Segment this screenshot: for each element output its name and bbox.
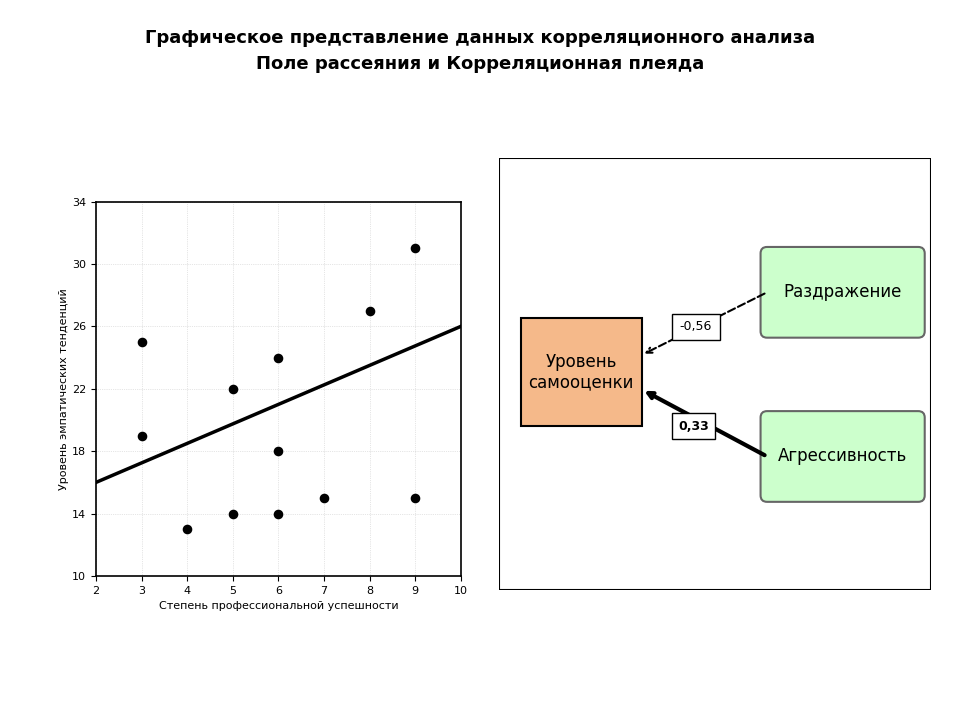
- Point: [362, 305, 377, 317]
- FancyBboxPatch shape: [760, 247, 924, 338]
- FancyBboxPatch shape: [672, 314, 720, 340]
- Point: [225, 508, 240, 519]
- Point: [133, 336, 150, 348]
- FancyBboxPatch shape: [521, 318, 641, 426]
- Point: [316, 492, 331, 504]
- Text: 0,33: 0,33: [678, 420, 709, 433]
- Point: [271, 508, 286, 519]
- X-axis label: Степень профессиональной успешности: Степень профессиональной успешности: [158, 601, 398, 611]
- Text: Графическое представление данных корреляционного анализа
Поле рассеяния и Коррел: Графическое представление данных корреля…: [145, 29, 815, 73]
- Point: [407, 243, 422, 254]
- Point: [133, 430, 150, 441]
- Point: [407, 492, 422, 504]
- FancyBboxPatch shape: [760, 411, 924, 502]
- Point: [225, 383, 240, 395]
- Text: -0,56: -0,56: [680, 320, 712, 333]
- Point: [271, 352, 286, 364]
- Text: Уровень
самооценки: Уровень самооценки: [529, 353, 634, 392]
- Point: [180, 523, 195, 535]
- Y-axis label: Уровень эмпатических тенденций: Уровень эмпатических тенденций: [60, 288, 69, 490]
- Text: Раздражение: Раздражение: [783, 283, 901, 301]
- FancyBboxPatch shape: [672, 413, 715, 439]
- Text: Агрессивность: Агрессивность: [778, 447, 907, 466]
- Point: [271, 446, 286, 457]
